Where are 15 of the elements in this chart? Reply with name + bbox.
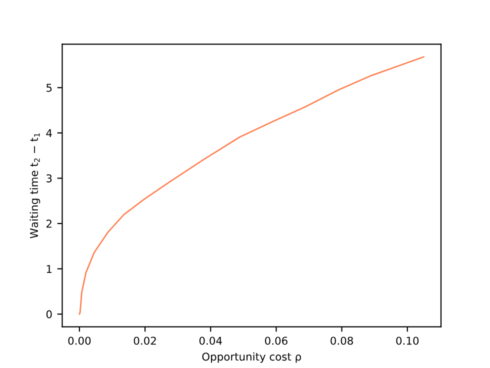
y-tick-label: 0 — [46, 310, 52, 318]
y-axis-title: Waiting time t$_{2}$ − t$_{1}$ — [30, 133, 40, 238]
line-series — [78, 56, 424, 315]
y-tick-label: 2 — [46, 220, 52, 228]
y-tick-label: 1 — [46, 265, 52, 273]
y-tick-label: 3 — [46, 174, 52, 182]
x-tick-label: 0.02 — [134, 336, 156, 345]
y-tick-label: 5 — [46, 84, 52, 92]
x-tick-label: 0.00 — [68, 336, 91, 345]
x-axis-title: Opportunity cost ρ — [202, 352, 302, 363]
x-tick-label: 0.08 — [330, 336, 353, 345]
y-tick-label: 4 — [46, 129, 52, 137]
x-tick-label: 0.10 — [396, 336, 419, 345]
x-tick-label: 0.06 — [265, 336, 288, 345]
x-tick-label: 0.04 — [199, 336, 222, 345]
